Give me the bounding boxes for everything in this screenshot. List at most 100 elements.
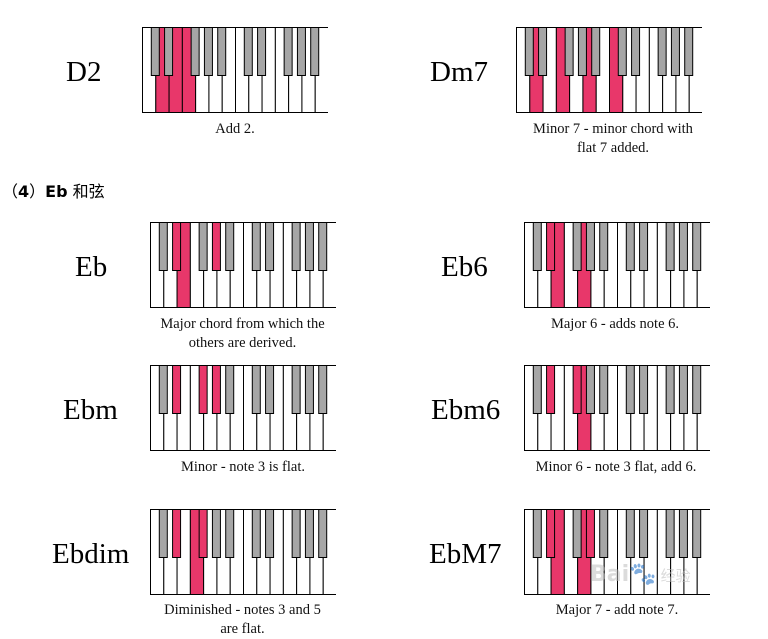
black-key (217, 27, 227, 76)
black-key-pressed (198, 509, 208, 558)
black-key (291, 222, 301, 271)
section-suffix: ） (29, 182, 46, 201)
chord-name-eb: Eb (75, 251, 108, 283)
keyboard-ebm7 (524, 509, 710, 595)
chord-caption-eb6: Major 6 - adds note 6. (520, 315, 710, 334)
black-key (639, 365, 649, 414)
black-key (692, 509, 702, 558)
black-key (225, 365, 235, 414)
chord-name-ebm: Ebm (63, 394, 118, 426)
black-key (538, 27, 548, 76)
watermark-tail: 经验 (660, 567, 691, 585)
keyboard-ebm (150, 365, 336, 451)
black-key (190, 27, 200, 76)
chord-name-dm7: Dm7 (430, 56, 488, 88)
black-key (532, 222, 542, 271)
black-key (599, 509, 609, 558)
section-chord-root: Eb (45, 182, 68, 201)
black-key (585, 222, 595, 271)
black-key (225, 222, 235, 271)
black-key (251, 509, 261, 558)
black-key (310, 27, 320, 76)
caption-line: Diminished - notes 3 and 5 (164, 602, 321, 618)
section-number: 4 (18, 182, 30, 201)
black-key (678, 222, 688, 271)
black-key (665, 509, 675, 558)
black-key (625, 509, 635, 558)
black-key (304, 222, 314, 271)
keyboard-eb6 (524, 222, 710, 308)
black-key (684, 27, 694, 76)
black-key-pressed (585, 509, 595, 558)
caption-line: Minor 7 - minor chord with (533, 121, 693, 137)
chord-caption-ebm: Minor - note 3 is flat. (150, 458, 336, 477)
caption-line: Major 6 - adds note 6. (550, 316, 680, 332)
black-key (577, 27, 587, 76)
black-key (291, 509, 301, 558)
keyboard-diagram (150, 222, 336, 308)
black-key (572, 509, 582, 558)
black-key (692, 365, 702, 414)
black-key (532, 365, 542, 414)
section-prefix: （ (2, 182, 19, 201)
black-key (599, 365, 609, 414)
black-key (150, 27, 160, 76)
section-heading: （4）Eb 和弦 (2, 178, 105, 202)
keyboard-ebdim (150, 509, 336, 595)
keyboard-diagram (516, 27, 702, 113)
black-key (265, 222, 275, 271)
keyboard-d2 (142, 27, 328, 113)
caption-line: Minor 6 - note 3 flat, add 6. (535, 459, 697, 475)
black-key (318, 509, 328, 558)
black-key-pressed (211, 222, 221, 271)
chord-caption-eb: Major chord from which the others are der… (140, 315, 345, 353)
keyboard-diagram (524, 222, 710, 308)
black-key (158, 365, 168, 414)
chord-name-d2: D2 (66, 56, 102, 88)
black-key (564, 27, 574, 76)
caption-line: Major 7 - add note 7. (555, 602, 679, 618)
black-key-pressed (198, 365, 208, 414)
black-key (572, 222, 582, 271)
black-key-pressed (546, 222, 556, 271)
chord-caption-dm7: Minor 7 - minor chord with flat 7 added. (508, 120, 718, 158)
black-key (639, 509, 649, 558)
caption-line: are flat. (220, 621, 265, 637)
black-key (211, 509, 221, 558)
keyboard-eb (150, 222, 336, 308)
black-key-pressed (172, 365, 182, 414)
black-key (243, 27, 253, 76)
keyboard-diagram (150, 365, 336, 451)
black-key (532, 509, 542, 558)
keyboard-diagram (150, 509, 336, 595)
caption-line: Major chord from which the (160, 316, 325, 332)
black-key (678, 365, 688, 414)
black-key (164, 27, 174, 76)
black-key (296, 27, 306, 76)
section-label: 和弦 (72, 182, 105, 201)
black-key (318, 222, 328, 271)
black-key (678, 509, 688, 558)
caption-line: others are derived. (188, 335, 297, 351)
black-key (304, 509, 314, 558)
caption-line: Minor - note 3 is flat. (180, 459, 306, 475)
black-key (251, 365, 261, 414)
black-key (283, 27, 293, 76)
keyboard-diagram (142, 27, 328, 113)
black-key (591, 27, 601, 76)
black-key (665, 365, 675, 414)
caption-line: Add 2. (215, 121, 255, 137)
black-key-pressed (211, 365, 221, 414)
chord-name-ebm6: Ebm6 (431, 394, 501, 426)
black-key (625, 365, 635, 414)
black-key (639, 222, 649, 271)
black-key-pressed (546, 509, 556, 558)
black-key (158, 509, 168, 558)
keyboard-diagram (524, 365, 710, 451)
keyboard-dm7 (516, 27, 702, 113)
black-key (631, 27, 641, 76)
chord-caption-ebm7: Major 7 - add note 7. (524, 601, 710, 620)
keyboard-diagram (524, 509, 710, 595)
chord-name-eb6: Eb6 (441, 251, 488, 283)
chord-name-ebm7: EbM7 (429, 538, 502, 570)
